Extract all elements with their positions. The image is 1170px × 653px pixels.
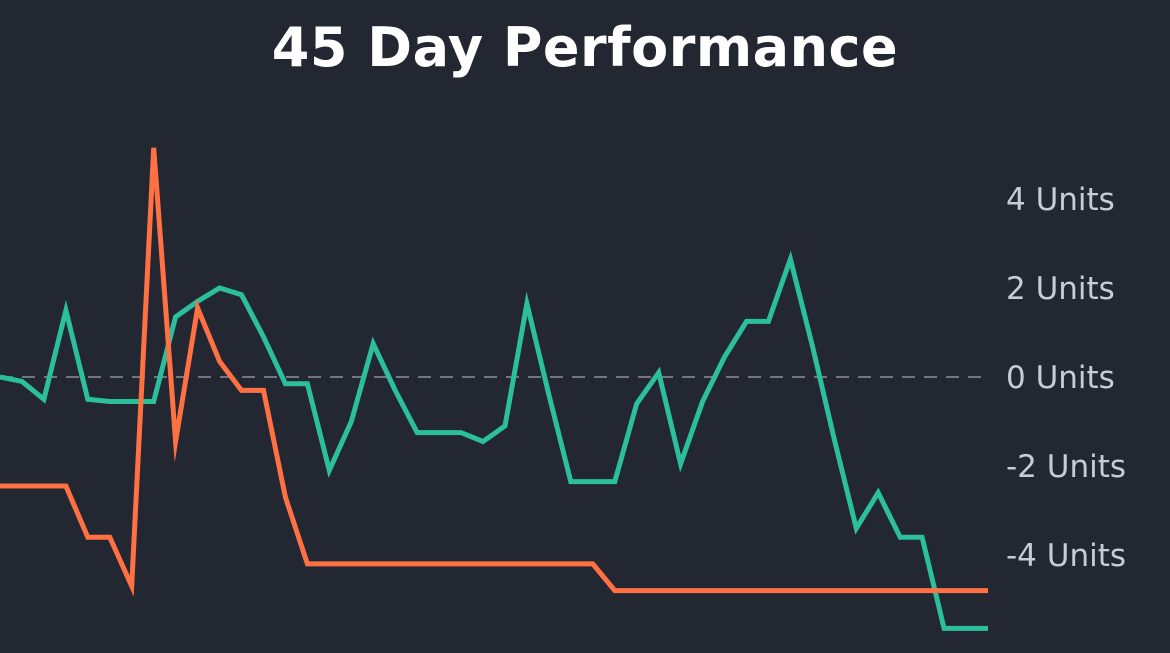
y-axis-ticks: 4 Units 2 Units 0 Units -2 Units -4 Units: [1006, 182, 1126, 574]
y-tick-label: 2 Units: [1006, 271, 1115, 307]
y-tick-label: 4 Units: [1006, 182, 1115, 218]
series-1: [0, 250, 989, 631]
y-tick-label: -2 Units: [1006, 449, 1126, 485]
y-tick-label: -4 Units: [1006, 538, 1126, 574]
series-line: [0, 250, 988, 631]
y-tick-label: 0 Units: [1006, 360, 1115, 396]
series-layer: [0, 147, 989, 631]
chart-title: 45 Day Performance: [271, 16, 899, 79]
series-line: [0, 147, 988, 597]
series-2: [0, 147, 989, 597]
